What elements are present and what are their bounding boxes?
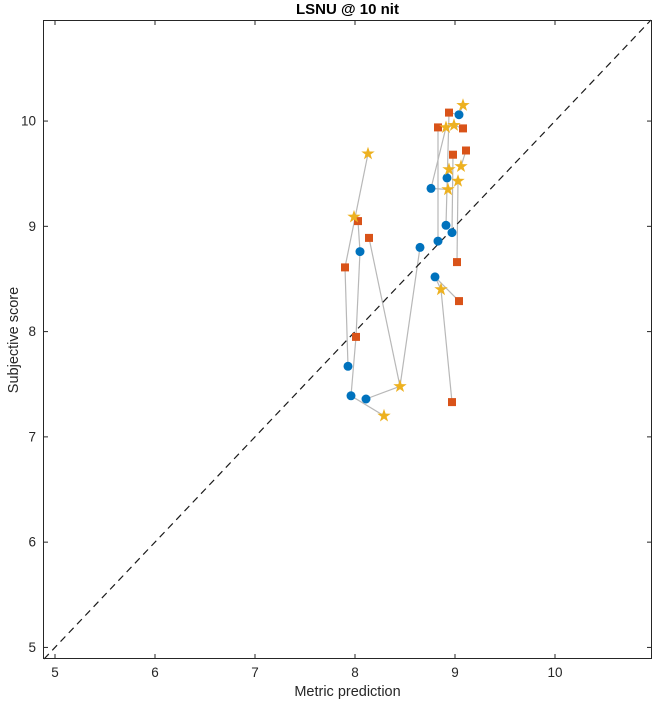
connection-line	[355, 251, 361, 337]
square-marker	[445, 108, 453, 117]
square-marker	[462, 146, 470, 155]
x-tick-label: 8	[351, 665, 359, 680]
identity-line	[43, 19, 652, 660]
y-tick-label: 10	[21, 114, 36, 129]
circle-marker	[447, 228, 457, 238]
connection-line	[344, 153, 369, 268]
y-tick-label: 7	[28, 429, 36, 444]
circle-marker	[441, 220, 451, 230]
chart-title: LSNU @ 10 nit	[296, 1, 399, 18]
connection-line	[368, 237, 401, 387]
star-marker	[442, 162, 456, 176]
circle-marker	[346, 391, 356, 401]
connection-line	[365, 385, 401, 400]
circle-marker	[343, 361, 353, 371]
x-tick-label: 5	[51, 665, 59, 680]
star-marker	[434, 282, 448, 296]
x-axis-label: Metric prediction	[294, 684, 401, 700]
connection-line	[344, 267, 349, 367]
circle-marker	[433, 236, 443, 246]
star-marker	[451, 174, 465, 187]
square-marker	[365, 233, 373, 242]
connection-line	[399, 247, 421, 387]
square-marker	[455, 297, 463, 306]
axes-box	[43, 20, 652, 659]
square-marker	[354, 217, 362, 226]
x-tick-label: 7	[251, 665, 259, 680]
y-tick-label: 5	[28, 640, 36, 655]
square-marker	[448, 398, 456, 407]
star-marker	[361, 146, 375, 160]
y-tick-label: 6	[28, 535, 36, 550]
circle-marker	[355, 247, 365, 257]
circle-marker	[442, 173, 452, 183]
circle-marker	[361, 394, 371, 404]
square-marker	[352, 332, 360, 341]
square-marker	[449, 150, 457, 159]
connection-line	[350, 395, 385, 417]
star-marker	[393, 379, 407, 392]
x-tick-label: 9	[451, 665, 459, 680]
square-marker	[459, 124, 467, 133]
circle-marker	[426, 183, 436, 193]
connection-line	[357, 221, 361, 252]
circle-marker	[454, 110, 464, 120]
connection-line	[440, 289, 453, 403]
star-marker	[377, 408, 391, 422]
circle-marker	[415, 242, 425, 252]
connection-line	[434, 276, 460, 302]
star-marker	[456, 98, 470, 111]
star-marker	[447, 118, 461, 131]
y-tick-label: 8	[28, 324, 36, 339]
star-marker	[439, 120, 453, 133]
y-tick-label: 9	[28, 219, 36, 234]
connection-line	[430, 127, 447, 189]
connection-line	[350, 336, 357, 396]
star-marker	[347, 209, 361, 223]
star-marker	[441, 182, 455, 196]
connection-line	[456, 181, 459, 263]
x-tick-label: 6	[151, 665, 159, 680]
connection-line	[451, 154, 454, 233]
square-marker	[341, 263, 349, 272]
star-marker	[454, 159, 468, 172]
square-marker	[453, 258, 461, 267]
x-tick-label: 10	[547, 665, 562, 680]
circle-marker	[430, 272, 440, 282]
square-marker	[434, 123, 442, 132]
